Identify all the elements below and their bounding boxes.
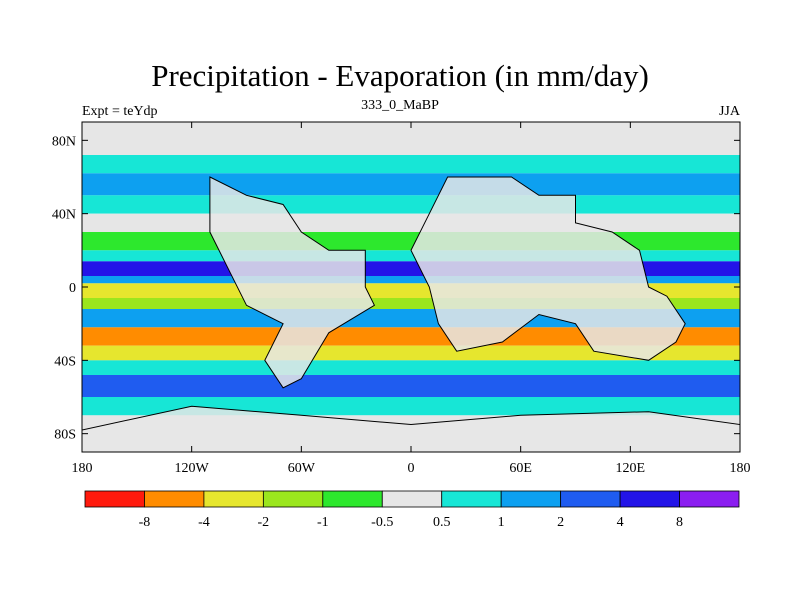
- field-band-5: [82, 232, 740, 251]
- field-band-12: [82, 327, 740, 346]
- chart-subtitle: 333_0_MaBP: [361, 98, 439, 113]
- experiment-label: Expt = teYdp: [82, 104, 158, 119]
- colorbar-label: 4: [617, 515, 624, 530]
- field-band-2: [82, 173, 740, 196]
- colorbar-swatch: [84, 490, 145, 508]
- colorbar-label: -0.5: [371, 515, 393, 530]
- colorbar-label: -8: [139, 515, 151, 530]
- colorbar-swatch: [144, 490, 205, 508]
- landmass-1: [410, 176, 686, 361]
- field-band-15: [82, 375, 740, 397]
- colorbar-swatch: [262, 490, 324, 508]
- x-tick-label: 120E: [616, 461, 646, 476]
- colorbar-label: 8: [676, 515, 683, 530]
- colorbar-swatch: [322, 490, 383, 508]
- field-band-3: [82, 195, 740, 214]
- landmass-0: [209, 176, 376, 389]
- colorbar-label: 2: [557, 515, 564, 530]
- colorbar-label: 1: [498, 515, 505, 530]
- chart-title: Precipitation - Evaporation (in mm/day): [151, 58, 649, 93]
- x-axis-ticks: 180 120W 60W 0 60E 120E 180: [72, 122, 751, 476]
- field-band-4: [82, 213, 740, 232]
- x-tick-label: 60W: [288, 461, 316, 476]
- field-band-1: [82, 155, 740, 174]
- colorbar-swatch: [441, 490, 502, 508]
- field-band-6: [82, 250, 740, 262]
- x-tick-label: 0: [408, 461, 415, 476]
- y-tick-label: 40S: [54, 354, 76, 369]
- y-axis-ticks: 80N 40N 0 40S 80S: [52, 134, 740, 443]
- colorbar-label: -2: [258, 515, 270, 530]
- y-tick-label: 0: [69, 281, 76, 296]
- coastlines: [81, 176, 741, 453]
- x-tick-label: 180: [72, 461, 93, 476]
- colorbar-swatch: [560, 490, 621, 508]
- season-label: JJA: [718, 104, 740, 119]
- colorbar: -8 -4 -2 -1 -0.5 0.5 1 2 4 8: [84, 490, 740, 530]
- x-tick-label: 180: [730, 461, 751, 476]
- field-band-13: [82, 345, 740, 361]
- x-tick-label: 120W: [175, 461, 210, 476]
- colorbar-label: -1: [317, 515, 329, 530]
- field-band-8: [82, 276, 740, 284]
- colorbar-swatch: [619, 490, 680, 508]
- y-tick-label: 80S: [54, 428, 76, 443]
- y-tick-label: 40N: [52, 208, 76, 223]
- y-tick-label: 80N: [52, 134, 76, 149]
- colorbar-label: -4: [198, 515, 210, 530]
- field-band-14: [82, 360, 740, 375]
- x-tick-label: 60E: [509, 461, 532, 476]
- field-band-10: [82, 298, 740, 309]
- colorbar-swatch: [203, 490, 264, 508]
- colorbar-label: 0.5: [433, 515, 451, 530]
- colorbar-swatch: [381, 490, 443, 508]
- colorbar-swatch: [500, 490, 562, 508]
- colorbar-swatch: [679, 490, 740, 508]
